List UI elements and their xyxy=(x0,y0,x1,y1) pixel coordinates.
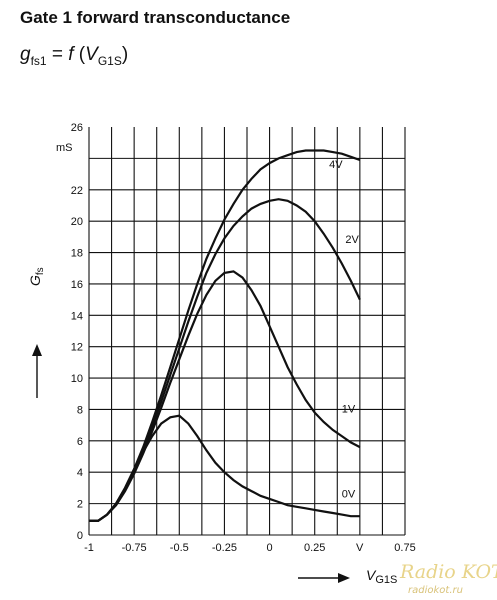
y-tick-label: 14 xyxy=(71,310,83,322)
y-arrow-head xyxy=(32,344,42,356)
x-axis-arrow xyxy=(298,573,350,583)
x-axis-title-sub: G1S xyxy=(375,574,397,586)
series-2v-label: 2V xyxy=(345,234,359,246)
y-tick-label: 26 xyxy=(71,122,83,134)
formula-v: V xyxy=(85,44,98,65)
y-tick-label: 18 xyxy=(71,248,83,260)
formula-open: ( xyxy=(73,44,86,65)
y-tick-label: 10 xyxy=(71,373,83,385)
formula-v-sub: G1S xyxy=(97,53,122,68)
series-0v-label: 0V xyxy=(342,488,356,500)
x-axis-title-text: VG1S xyxy=(366,567,397,586)
series-4v-label: 4V xyxy=(329,159,343,171)
watermark-site: radiokot.ru xyxy=(408,585,463,596)
formula-close: ) xyxy=(121,44,129,65)
formula-f: f xyxy=(68,44,74,65)
y-tick-label: 16 xyxy=(71,279,83,291)
formula-eq: = xyxy=(46,44,69,65)
x-arrow-head xyxy=(338,573,350,583)
chart-grid xyxy=(88,127,406,536)
x-axis-title-main: V xyxy=(366,567,377,583)
formula-g: g xyxy=(20,44,31,65)
y-axis-title-sub: fs xyxy=(35,267,46,275)
y-tick-label: 12 xyxy=(71,342,83,354)
series-1v-label: 1V xyxy=(342,404,356,416)
watermark-brand: Radio KOT xyxy=(399,561,497,583)
y-axis-title-text: Gfs xyxy=(27,267,46,286)
y-tick-label: 4 xyxy=(77,467,83,479)
y-tick-label: 22 xyxy=(71,185,83,197)
series-0v-line xyxy=(89,414,360,522)
x-tick-label: -0.5 xyxy=(170,542,189,554)
x-tick-label: 0.25 xyxy=(304,542,325,554)
x-tick-label: -0.75 xyxy=(122,542,147,554)
chart-formula: gfs1 = f (VG1S) xyxy=(20,44,128,68)
y-tick-label: 20 xyxy=(71,216,83,228)
series-1v-line xyxy=(89,270,361,522)
x-tick-label: -1 xyxy=(84,542,94,554)
y-tick-labels: 0 2 4 6 8 10 12 14 16 18 20 22 26 xyxy=(71,122,83,542)
y-axis-title-main: G xyxy=(27,275,43,286)
y-unit-label: mS xyxy=(56,142,73,154)
chart-series: 4V 2V 1V 0V xyxy=(89,149,361,522)
x-tick-labels: -1 -0.75 -0.5 -0.25 0 0.25 0.75 xyxy=(84,542,416,554)
y-axis-title: Gfs xyxy=(27,267,46,286)
y-tick-label: 8 xyxy=(77,404,83,416)
x-tick-label: -0.25 xyxy=(212,542,237,554)
y-axis-arrow xyxy=(32,344,42,398)
chart-title: Gate 1 forward transconductance xyxy=(20,8,291,27)
formula-g-sub: fs1 xyxy=(30,53,47,68)
x-tick-label: 0.75 xyxy=(394,542,415,554)
y-tick-label: 0 xyxy=(77,530,83,542)
y-tick-label: 6 xyxy=(77,436,83,448)
watermark: Radio KOT radiokot.ru xyxy=(399,561,497,596)
x-unit-label: V xyxy=(356,542,364,554)
x-tick-label: 0 xyxy=(267,542,273,554)
y-tick-label: 2 xyxy=(77,499,83,511)
